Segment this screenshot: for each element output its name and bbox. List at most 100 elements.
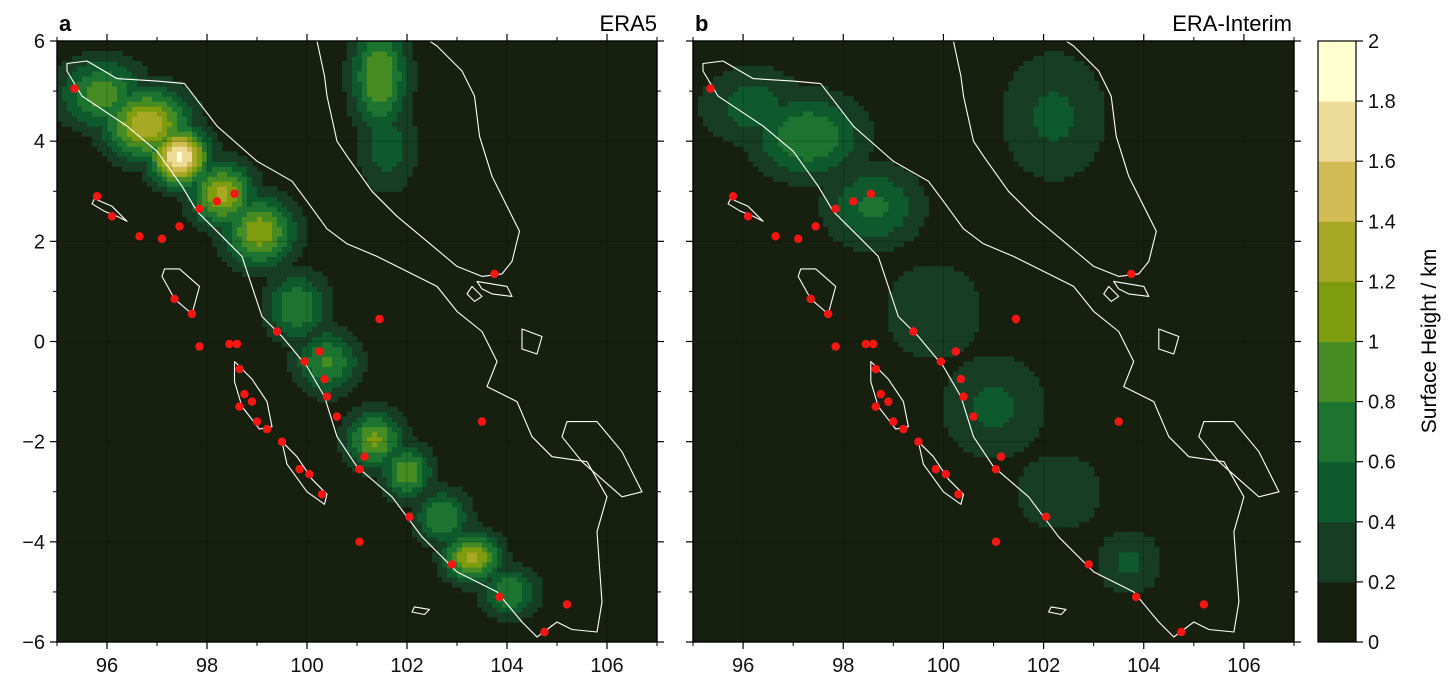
- height-cell: [437, 521, 443, 528]
- height-cell: [833, 116, 839, 122]
- height-cell: [993, 366, 1000, 373]
- height-cell: [242, 166, 248, 172]
- station-marker: [92, 192, 102, 201]
- height-cell: [758, 86, 764, 92]
- height-cell: [1093, 476, 1100, 483]
- height-cell: [192, 126, 198, 132]
- height-cell: [422, 491, 428, 498]
- height-cell: [392, 426, 398, 433]
- height-cell: [1063, 506, 1070, 513]
- height-cell: [417, 526, 423, 533]
- height-cell: [437, 496, 443, 503]
- height-cell: [257, 211, 263, 217]
- height-cell: [883, 236, 889, 242]
- height-cell: [377, 121, 383, 127]
- height-cell: [1078, 126, 1085, 132]
- height-cell: [492, 601, 498, 608]
- height-cell: [993, 441, 1000, 448]
- height-cell: [62, 96, 68, 102]
- height-cell: [798, 126, 804, 132]
- height-cell: [1093, 486, 1100, 493]
- height-cell: [1048, 151, 1055, 157]
- height-cell: [317, 316, 323, 323]
- height-cell: [853, 221, 859, 227]
- height-cell: [973, 301, 980, 307]
- height-cell: [377, 426, 383, 433]
- height-cell: [733, 91, 739, 97]
- height-cell: [988, 386, 995, 393]
- height-cell: [272, 291, 278, 297]
- height-cell: [222, 216, 228, 222]
- height-cell: [943, 271, 949, 277]
- height-cell: [142, 151, 148, 157]
- height-cell: [327, 371, 333, 378]
- height-cell: [412, 61, 418, 67]
- height-cell: [397, 491, 403, 498]
- colorbar-tick-label: 0.4: [1368, 512, 1396, 534]
- height-cell: [1033, 396, 1040, 403]
- height-cell: [893, 186, 899, 192]
- height-cell: [217, 191, 223, 197]
- height-cell: [868, 211, 874, 217]
- height-cell: [202, 131, 208, 137]
- height-cell: [367, 106, 373, 112]
- height-cell: [713, 81, 719, 87]
- height-cell: [352, 361, 358, 368]
- height-cell: [1048, 101, 1055, 107]
- height-cell: [402, 136, 408, 142]
- height-cell: [397, 446, 403, 453]
- height-cell: [723, 91, 729, 97]
- height-cell: [1073, 511, 1080, 518]
- height-cell: [1013, 76, 1020, 82]
- height-cell: [1093, 141, 1100, 147]
- height-cell: [397, 166, 403, 172]
- height-cell: [87, 56, 93, 62]
- height-cell: [187, 126, 193, 132]
- height-cell: [122, 66, 128, 72]
- height-cell: [723, 131, 729, 137]
- height-cell: [387, 121, 393, 127]
- height-cell: [487, 576, 493, 583]
- height-cell: [738, 71, 744, 77]
- height-cell: [102, 136, 108, 142]
- height-cell: [1043, 81, 1050, 87]
- height-cell: [242, 186, 248, 192]
- height-cell: [823, 146, 829, 152]
- height-cell: [823, 116, 829, 122]
- height-cell: [1148, 561, 1155, 568]
- height-cell: [457, 541, 463, 548]
- height-cell: [863, 181, 869, 187]
- height-cell: [372, 116, 378, 122]
- height-cell: [157, 91, 163, 97]
- height-cell: [1068, 86, 1075, 92]
- height-cell: [948, 381, 954, 388]
- height-cell: [863, 236, 869, 242]
- height-cell: [407, 481, 413, 488]
- height-cell: [227, 171, 233, 177]
- height-cell: [1088, 86, 1095, 92]
- height-cell: [878, 176, 884, 182]
- height-cell: [1033, 411, 1040, 418]
- x-tick-label: 104: [490, 655, 523, 677]
- height-cell: [382, 136, 388, 142]
- height-cell: [287, 276, 293, 282]
- height-cell: [472, 571, 478, 578]
- height-cell: [863, 146, 869, 152]
- height-cell: [918, 221, 924, 227]
- height-cell: [1148, 536, 1155, 543]
- height-cell: [888, 236, 894, 242]
- height-cell: [207, 126, 213, 132]
- coastline-lingga: [521, 328, 543, 355]
- height-cell: [1073, 161, 1080, 167]
- height-cell: [387, 41, 393, 47]
- height-cell: [848, 166, 854, 172]
- height-cell: [1023, 511, 1030, 518]
- height-cell: [1018, 76, 1025, 82]
- height-cell: [292, 376, 298, 383]
- height-cell: [913, 206, 919, 212]
- height-cell: [102, 121, 108, 127]
- height-cell: [242, 196, 248, 202]
- height-cell: [1028, 146, 1035, 152]
- height-cell: [948, 311, 954, 318]
- height-cell: [342, 76, 348, 82]
